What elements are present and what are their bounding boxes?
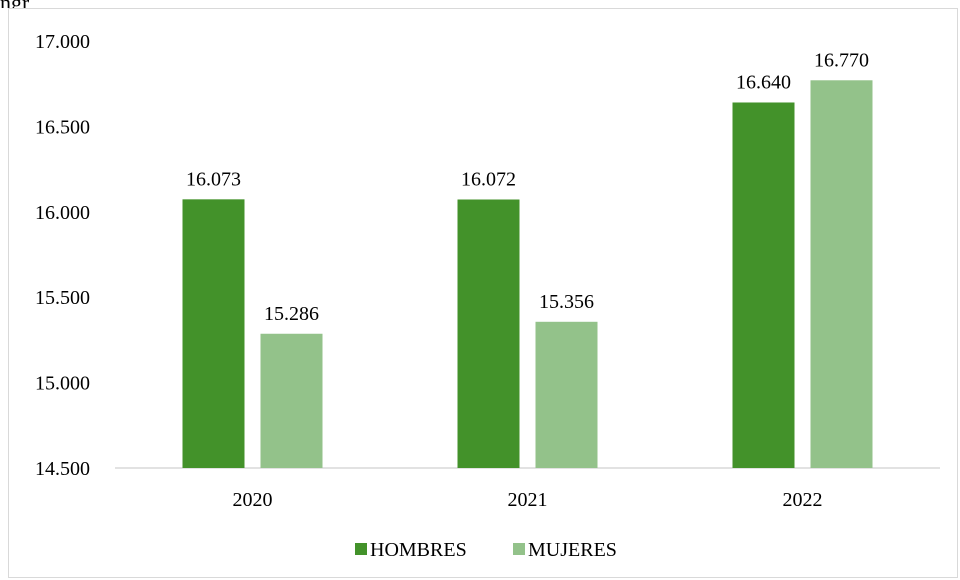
legend-swatch-hombres: [355, 543, 367, 555]
data-label: 16.072: [461, 169, 516, 191]
y-axis: 14.500 15.000 15.500 16.000 16.500 17.000: [35, 31, 90, 480]
x-tick-label: 2021: [508, 489, 548, 511]
legend-label-mujeres: MUJERES: [528, 539, 617, 561]
x-tick-label: 2020: [233, 489, 273, 511]
bar-mujeres-2020: [260, 333, 323, 468]
legend-label-hombres: HOMBRES: [370, 539, 467, 561]
data-label: 16.073: [186, 168, 241, 190]
x-tick-label: 2022: [783, 489, 823, 511]
data-label: 16.770: [814, 49, 869, 71]
data-label: 15.286: [264, 303, 319, 325]
bar-hombres-2020: [182, 199, 245, 468]
clipped-top-text: ngr: [0, 0, 29, 8]
bar-mujeres-2022: [810, 80, 873, 468]
bars: [182, 80, 873, 469]
data-label: 16.640: [736, 71, 791, 93]
y-tick-label: 16.000: [35, 202, 90, 224]
y-tick-label: 16.500: [35, 116, 90, 138]
chart-frame: [8, 8, 958, 578]
data-label: 15.356: [539, 291, 594, 313]
bar-mujeres-2021: [535, 321, 598, 468]
y-tick-label: 15.000: [35, 373, 90, 395]
x-axis-ticks: 2020 2021 2022: [233, 489, 823, 511]
y-tick-label: 15.500: [35, 287, 90, 309]
bar-hombres-2022: [732, 102, 795, 468]
data-labels: 16.073 15.286 16.072 15.356 16.640 16.770: [186, 49, 869, 324]
y-tick-label: 14.500: [35, 458, 90, 480]
y-tick-label: 17.000: [35, 31, 90, 53]
legend: HOMBRES MUJERES: [355, 539, 617, 561]
legend-swatch-mujeres: [513, 543, 525, 555]
bar-hombres-2021: [457, 199, 520, 469]
